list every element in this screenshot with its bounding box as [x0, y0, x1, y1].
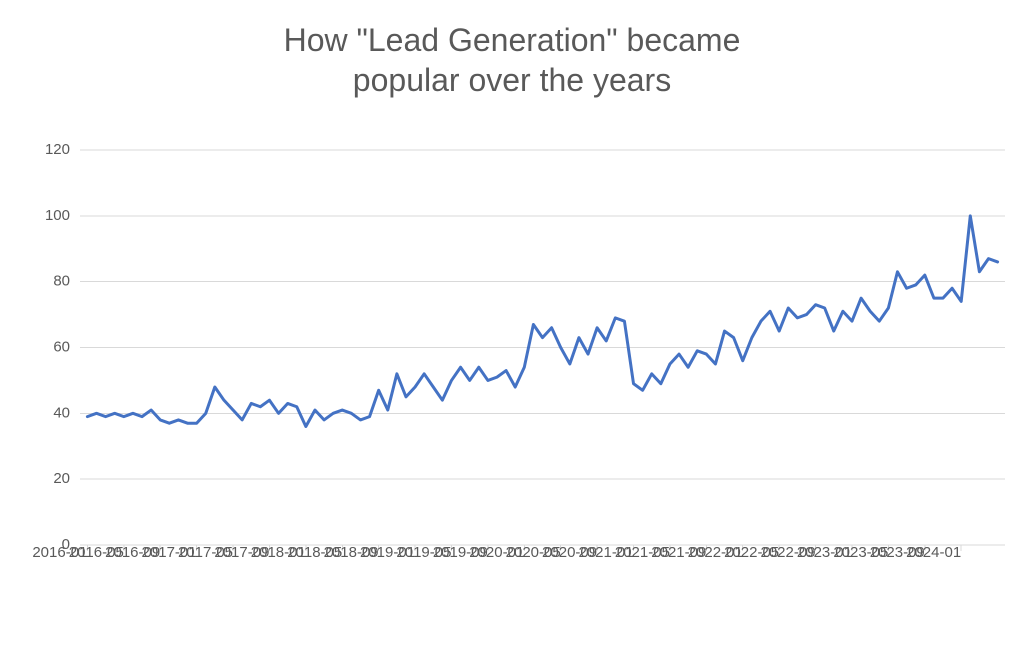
x-tick-label: 2024-01 — [906, 544, 961, 561]
chart-svg: 0204060801001202016-012016-052016-092017… — [0, 0, 1024, 668]
line-chart: How "Lead Generation" became popular ove… — [0, 0, 1024, 668]
y-tick-label: 60 — [53, 338, 70, 355]
y-tick-label: 100 — [45, 207, 70, 224]
y-tick-label: 20 — [53, 470, 70, 487]
y-tick-label: 120 — [45, 141, 70, 158]
y-tick-label: 40 — [53, 404, 70, 421]
y-tick-label: 80 — [53, 273, 70, 290]
series-line — [87, 216, 997, 427]
